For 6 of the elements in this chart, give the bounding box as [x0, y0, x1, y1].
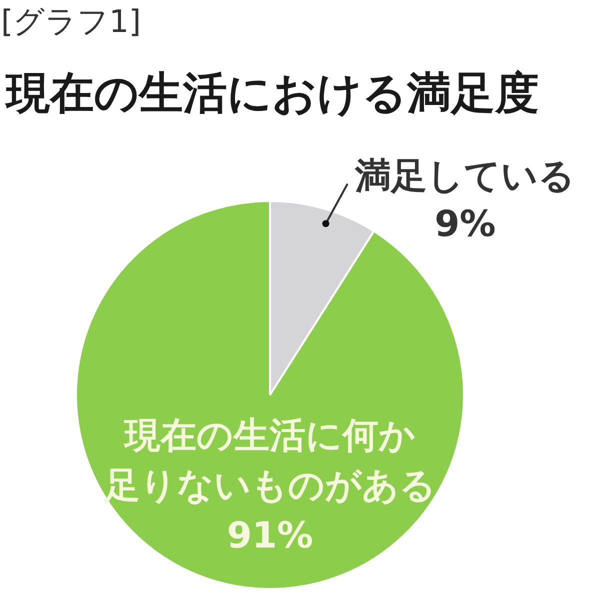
slice-label: 現在の生活に何か足りないものがある	[103, 416, 436, 507]
data-label: 91%	[226, 516, 314, 557]
slice-label: 満足している	[354, 156, 576, 197]
chart-title: 現在の生活における満足度	[6, 68, 539, 120]
text: [グラフ1]	[1, 3, 141, 42]
data-label: 9%	[434, 204, 496, 245]
